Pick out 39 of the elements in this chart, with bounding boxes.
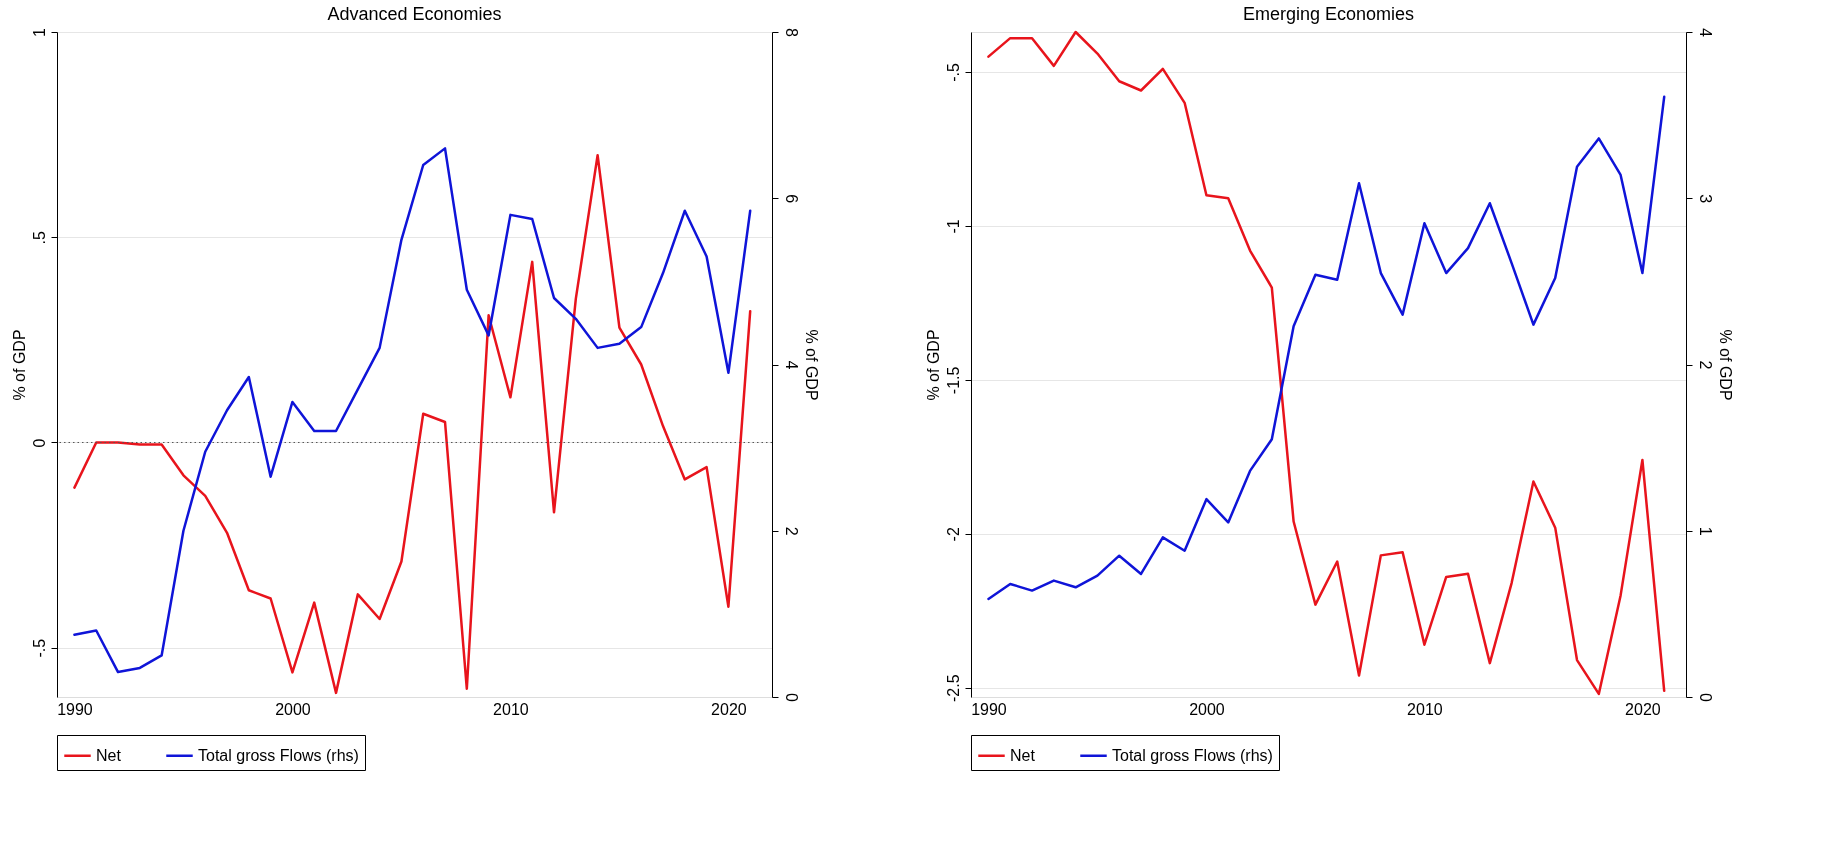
y2-tick-label: 3: [1696, 194, 1714, 204]
y-tick-label: -2: [944, 527, 962, 542]
y2-tick-label: 1: [1696, 526, 1714, 536]
x-tick-label: 2000: [1189, 700, 1225, 718]
x-tick-label: 2000: [275, 700, 311, 718]
chart-title: Emerging Economies: [1242, 3, 1415, 24]
y2-tick-label: 4: [1696, 28, 1714, 38]
y2-tick-label: 2: [1696, 360, 1714, 370]
y-tick-label: -2.5: [944, 674, 962, 703]
y-tick-label: -1.5: [944, 366, 962, 395]
y-axis-title: % of GDP: [10, 329, 28, 401]
y-tick-label: 1: [30, 27, 48, 37]
y-tick-label: .5: [30, 230, 48, 245]
legend-label: Total gross Flows (rhs): [1112, 746, 1273, 764]
y-axis-title: % of GDP: [924, 329, 942, 401]
chart-title: Advanced Economies: [327, 3, 502, 24]
y-tick-label: -1: [944, 219, 962, 234]
x-tick-label: 1990: [971, 700, 1007, 718]
y-tick-label: -.5: [944, 63, 962, 82]
line-series: [987, 30, 1666, 696]
y2-tick-label: 0: [1696, 693, 1714, 703]
y2-tick-label: 8: [782, 28, 800, 38]
x-tick-label: 2010: [1407, 700, 1443, 718]
y2-tick-label: 0: [782, 693, 800, 703]
y2-tick-label: 6: [782, 194, 800, 204]
line-series: [987, 95, 1666, 601]
legend-label: Net: [96, 746, 122, 764]
x-tick-label: 2020: [1625, 700, 1661, 718]
legend-label: Net: [1010, 746, 1036, 764]
y2-axis-title: % of GDP: [1716, 329, 1734, 401]
y-tick-label: 0: [30, 438, 48, 448]
x-tick-label: 1990: [57, 700, 93, 718]
y2-tick-label: 2: [782, 526, 800, 536]
y2-tick-label: 4: [782, 360, 800, 370]
x-tick-label: 2010: [493, 700, 529, 718]
x-tick-label: 2020: [711, 700, 747, 718]
y2-axis-title: % of GDP: [802, 329, 820, 401]
y-tick-label: -.5: [30, 638, 48, 658]
legend-label: Total gross Flows (rhs): [198, 746, 359, 764]
